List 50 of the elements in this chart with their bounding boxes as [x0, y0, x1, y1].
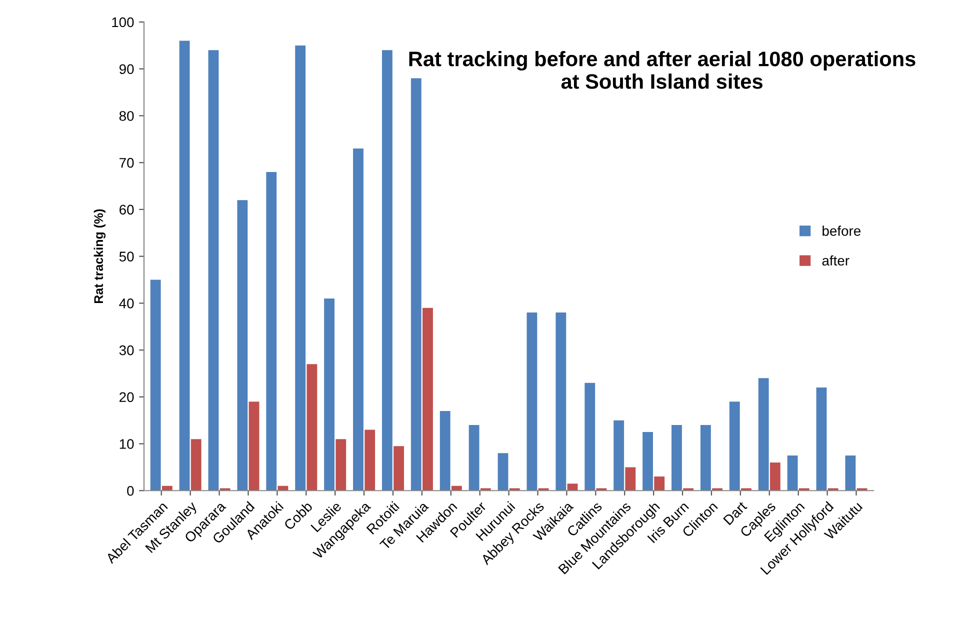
y-tick-label: 40: [119, 298, 134, 308]
bar: [787, 455, 798, 491]
bar: [556, 312, 566, 491]
bar: [526, 312, 538, 491]
y-tick-label: 50: [119, 252, 134, 262]
text: Rat tracking before and after aerial 1080 operations at South Island sites: [409, 51, 916, 89]
y-tick-label: 100: [112, 17, 134, 28]
bar: [353, 148, 364, 491]
y-tick-label: 90: [119, 64, 134, 74]
legend-label: after: [822, 255, 850, 266]
bar: [440, 410, 450, 491]
bar: [410, 78, 422, 491]
bar: [295, 45, 306, 491]
y-tick-label: 30: [119, 345, 134, 356]
bar: [324, 298, 335, 491]
bar: [729, 402, 740, 491]
legend-label: before: [822, 226, 860, 236]
bar: [237, 200, 248, 491]
bar: [468, 425, 480, 491]
bar: [150, 280, 161, 491]
bar: [179, 40, 190, 491]
y-tick-label: 10: [120, 439, 134, 449]
bar: [394, 446, 404, 491]
bar: [770, 462, 780, 491]
bar: [700, 425, 711, 491]
bar: [816, 388, 827, 491]
bar: [614, 420, 624, 491]
bar: [642, 432, 653, 491]
y-tick-label: 0: [127, 486, 134, 496]
bar: [845, 455, 856, 491]
bar: [208, 50, 219, 491]
bar: [584, 382, 596, 491]
y-tick-label: 70: [120, 158, 134, 168]
bar: [336, 439, 346, 491]
bar: [364, 430, 376, 491]
y-tick-label: 80: [119, 111, 134, 121]
bar: [382, 50, 392, 491]
bar: [498, 453, 508, 491]
bar: [266, 172, 277, 491]
y-tick-label: 20: [120, 392, 134, 402]
bar: [306, 364, 318, 491]
bar: [422, 308, 433, 491]
y-axis-title: Rat tracking (%): [94, 209, 106, 304]
bar: [758, 378, 769, 491]
bar: [625, 467, 636, 491]
bar: [190, 439, 202, 491]
bar: [672, 425, 682, 491]
bar: [654, 476, 665, 491]
bar: [248, 402, 260, 491]
y-tick-label: 60: [120, 204, 134, 215]
